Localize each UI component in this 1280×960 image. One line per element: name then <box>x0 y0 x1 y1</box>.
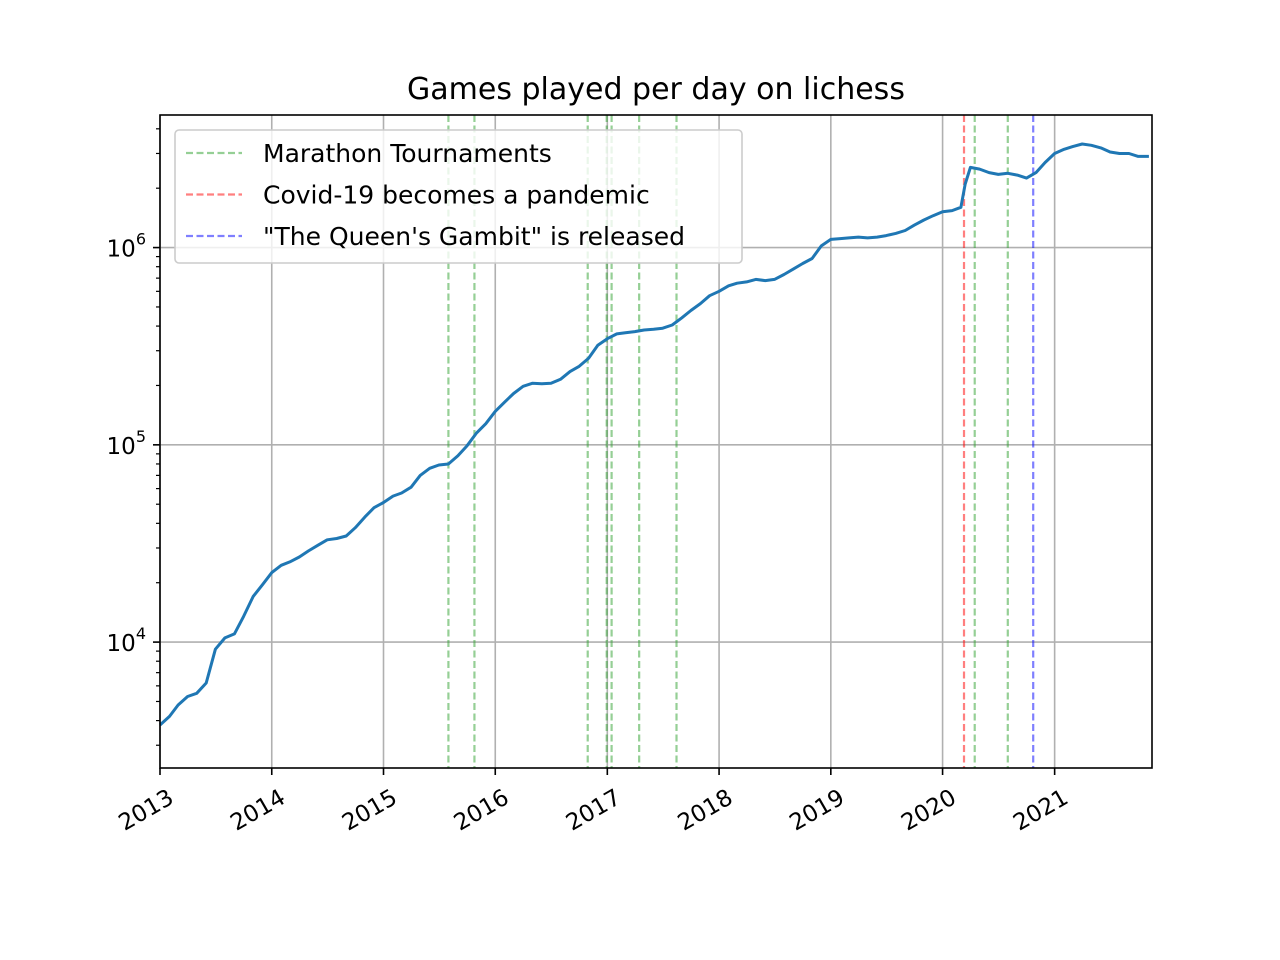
legend-label: Covid-19 becomes a pandemic <box>263 181 650 210</box>
y-tick-label: 104 <box>107 624 146 657</box>
y-tick-label: 106 <box>107 230 146 263</box>
y-tick-label: 105 <box>107 427 146 460</box>
chart-title: Games played per day on lichess <box>407 72 905 107</box>
legend: Marathon Tournaments Covid-19 becomes a p… <box>174 129 743 264</box>
legend-label: "The Queen's Gambit" is released <box>263 222 685 251</box>
legend-label: Marathon Tournaments <box>263 139 552 168</box>
axes <box>159 114 1153 769</box>
series-line <box>158 142 1149 727</box>
legend-box <box>174 129 743 264</box>
plot-frame <box>159 114 1153 769</box>
y-axis-ticks: 104 105 106 <box>107 128 160 746</box>
series-layer <box>158 142 1149 727</box>
